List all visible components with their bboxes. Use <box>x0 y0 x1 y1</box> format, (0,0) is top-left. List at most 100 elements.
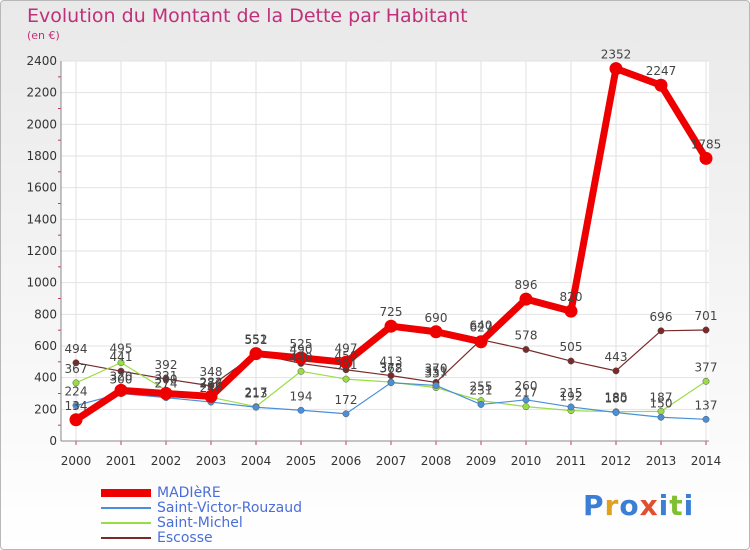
data-label: 690 <box>425 311 448 325</box>
data-point <box>249 347 263 361</box>
y-tick-label: 1600 <box>26 181 57 195</box>
y-tick-label: 0 <box>49 434 57 448</box>
data-label: 231 <box>470 383 493 397</box>
y-tick-label: 400 <box>34 371 57 385</box>
data-point <box>429 325 443 339</box>
data-point <box>474 335 488 349</box>
legend-label: Saint-Michel <box>157 514 243 531</box>
y-tick-label: 800 <box>34 307 57 321</box>
x-tick-label: 2006 <box>331 454 362 468</box>
data-label: 320 <box>110 369 133 383</box>
data-label: 213 <box>245 386 268 400</box>
data-point <box>564 304 578 318</box>
data-point <box>699 151 713 165</box>
data-label: 725 <box>380 305 403 319</box>
data-label: 2247 <box>646 64 677 78</box>
data-label: 185 <box>605 391 628 405</box>
data-point <box>294 351 308 365</box>
data-point <box>69 413 83 427</box>
chart-unit: (en €) <box>27 29 60 42</box>
data-label: 495 <box>110 342 133 356</box>
data-label: 450 <box>335 349 358 363</box>
data-label: 246 <box>200 381 223 395</box>
data-point <box>702 377 710 385</box>
data-label: 274 <box>155 377 178 391</box>
y-tick-label: 1800 <box>26 149 57 163</box>
logo-letter: t <box>669 489 684 522</box>
data-label: 224 <box>65 385 88 399</box>
data-label: 276 <box>200 376 223 390</box>
data-label: 192 <box>560 390 583 404</box>
data-label: 217 <box>515 386 538 400</box>
proxiti-logo: Proxiti <box>583 489 694 522</box>
series-lines <box>69 62 713 427</box>
data-label: 896 <box>515 278 538 292</box>
legend-label: Saint-Victor-Rouzaud <box>157 499 302 516</box>
data-label: 187 <box>650 390 673 404</box>
data-label: 300 <box>110 373 133 387</box>
data-point <box>117 367 125 375</box>
x-tick-label: 2014 <box>691 454 722 468</box>
data-label: 172 <box>335 393 358 407</box>
data-point <box>657 327 665 335</box>
data-label: 505 <box>560 340 583 354</box>
data-label: 440 <box>290 350 313 364</box>
legend-swatch <box>101 536 151 539</box>
legend-item: MADIèRE <box>101 484 221 501</box>
data-label: 443 <box>605 350 628 364</box>
data-label: 820 <box>560 290 583 304</box>
data-label: 578 <box>515 328 538 342</box>
data-point <box>342 375 350 383</box>
logo-letter: x <box>639 489 659 522</box>
data-point <box>657 413 665 421</box>
data-label: 321 <box>155 369 178 383</box>
x-tick-label: 2007 <box>376 454 407 468</box>
logo-letter: P <box>583 489 605 522</box>
data-point <box>522 396 530 404</box>
data-label: 413 <box>380 355 403 369</box>
data-label: 260 <box>515 379 538 393</box>
data-label: 391 <box>335 358 358 372</box>
logo-letter: r <box>604 489 620 522</box>
data-label: 696 <box>650 310 673 324</box>
data-label: 552 <box>245 333 268 347</box>
legend-label: MADIèRE <box>157 484 221 501</box>
y-tick-label: 600 <box>34 339 57 353</box>
data-label: 1785 <box>691 137 722 151</box>
data-point <box>72 359 80 367</box>
data-point <box>387 379 395 387</box>
x-tick-label: 2012 <box>601 454 632 468</box>
x-tick-label: 2010 <box>511 454 542 468</box>
data-label: 497 <box>335 341 358 355</box>
x-tick-label: 2001 <box>106 454 137 468</box>
data-labels: 494 441 392 348 551 490 450 413 370 640 578 505 443 6… <box>65 48 722 413</box>
data-point <box>702 326 710 334</box>
data-label: 348 <box>200 365 223 379</box>
data-point <box>522 403 530 411</box>
data-point <box>207 382 215 390</box>
data-point <box>72 379 80 387</box>
logo-letter: o <box>619 489 640 522</box>
data-point <box>297 367 305 375</box>
data-point <box>612 409 620 416</box>
legend-item: Saint-Victor-Rouzaud <box>101 499 302 516</box>
data-point <box>567 357 575 365</box>
data-point <box>702 415 710 423</box>
x-tick-label: 2000 <box>61 454 92 468</box>
data-point <box>519 292 533 306</box>
data-label: 370 <box>425 361 448 375</box>
data-point <box>72 402 80 409</box>
legend-swatch <box>101 488 151 497</box>
data-label: 494 <box>65 342 88 356</box>
data-label: 134 <box>65 399 88 413</box>
x-tick-label: 2013 <box>646 454 677 468</box>
data-label: 137 <box>695 398 718 412</box>
data-point <box>654 78 668 92</box>
data-label: 640 <box>470 319 493 333</box>
data-label: 377 <box>695 360 718 374</box>
data-point <box>114 383 128 397</box>
y-tick-label: 2400 <box>26 54 57 68</box>
data-point <box>297 406 305 414</box>
data-label: 372 <box>380 361 403 375</box>
